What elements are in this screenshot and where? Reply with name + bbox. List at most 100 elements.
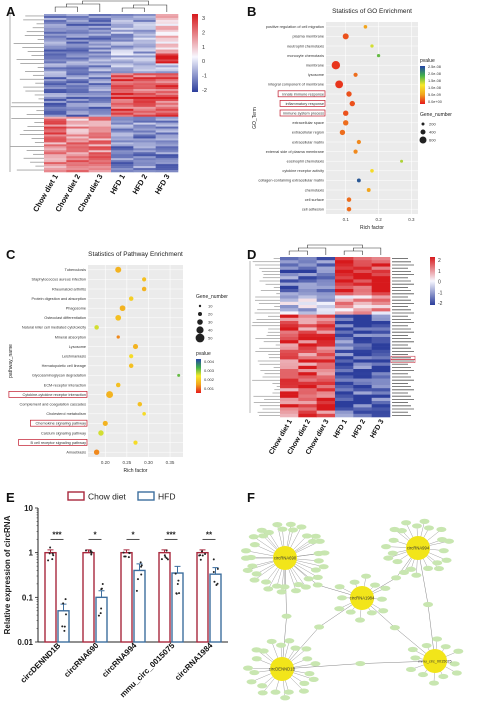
heatmap-cell <box>111 136 134 139</box>
mirna-node <box>392 558 403 565</box>
heatmap-cell <box>66 98 89 102</box>
heatmap-cell <box>353 340 372 344</box>
heatmap-cell <box>298 343 317 347</box>
heatmap-cell <box>335 343 354 347</box>
heatmap-cell <box>44 170 67 173</box>
y-tick-label: 10 <box>24 504 33 513</box>
heatmap-cell <box>316 346 336 351</box>
y-axis-label: Relative expression of circRNA <box>3 515 12 634</box>
heatmap-cell <box>66 53 89 56</box>
legend-swatch <box>67 491 85 501</box>
mirna-node <box>303 576 314 582</box>
heatmap-cell <box>88 146 112 149</box>
heatmap-cell <box>335 333 354 338</box>
heatmap-cell <box>353 273 372 277</box>
mirna-node <box>276 642 287 648</box>
heatmap-cell <box>133 53 156 56</box>
heatmap-cell <box>66 126 89 129</box>
heatmap-cell <box>44 110 67 114</box>
heatmap-cell <box>316 365 336 370</box>
term-label: extracellular region <box>292 131 324 135</box>
data-point <box>349 100 355 107</box>
data-dot <box>204 552 207 555</box>
color-scale-tick: 1 <box>438 269 441 275</box>
heatmap-cell <box>66 49 89 52</box>
panel-e-bar-chart: Chow diet HFD 10 1 0.1 0.01 Relative expressio… <box>3 491 228 699</box>
legend-size-tick: 20 <box>208 312 213 317</box>
heatmap-cell <box>353 266 372 271</box>
heatmap-cell <box>371 375 391 379</box>
mirna-node <box>272 522 283 528</box>
term-label: Staphylococcus aureus infection <box>32 278 86 282</box>
x-tick-label: 0.30 <box>144 460 153 465</box>
data-point <box>128 296 134 301</box>
heatmap-cell <box>280 305 299 309</box>
data-point <box>115 382 121 388</box>
heatmap-cell <box>88 51 112 54</box>
heatmap-cell <box>111 21 134 25</box>
heatmap-cell <box>353 257 372 261</box>
heatmap-cell <box>371 330 391 335</box>
heatmap-cell <box>88 57 112 60</box>
significance-label: * <box>93 530 97 539</box>
data-dot <box>84 549 87 552</box>
term-label: Cytokine-cytokine receptor interaction <box>22 393 86 397</box>
heatmap-cell <box>44 150 67 153</box>
term-label: immune system process <box>283 112 324 116</box>
heatmap-cell <box>133 57 156 60</box>
heatmap-cell <box>111 25 134 29</box>
heatmap-cell <box>133 61 156 64</box>
heatmap-cell <box>155 152 179 155</box>
heatmap-cell <box>298 372 317 376</box>
heatmap-cell <box>133 148 156 151</box>
heatmap-cell <box>133 83 156 86</box>
heatmap-cell <box>335 276 354 280</box>
term-label: ECM-receptor interaction <box>44 383 86 387</box>
heatmap-cell <box>155 47 179 50</box>
data-dot <box>200 550 203 553</box>
mirna-node <box>438 673 449 680</box>
data-dot <box>123 555 126 558</box>
heatmap-cell <box>44 81 67 84</box>
data-dot <box>127 556 130 559</box>
heatmap-cell <box>155 156 179 159</box>
heatmap-cell <box>353 346 372 351</box>
heatmap-cell <box>298 292 317 296</box>
heatmap-cell <box>316 372 336 376</box>
mirna-node <box>300 584 311 590</box>
heatmap-cell <box>298 324 317 328</box>
mirna-node <box>290 588 301 594</box>
heatmap-cell <box>155 89 179 92</box>
heatmap-cell <box>335 372 354 376</box>
data-dot <box>215 583 218 586</box>
heatmap-cell <box>66 146 89 149</box>
heatmap-cell <box>66 14 89 17</box>
heatmap-cell <box>155 57 179 60</box>
heatmap-cell <box>111 47 134 50</box>
heatmap-cell <box>316 337 336 341</box>
heatmap-cell <box>66 128 89 131</box>
heatmap-cell <box>298 369 317 373</box>
heatmap-cell <box>44 14 67 17</box>
heatmap-cell <box>88 43 112 46</box>
x-axis-label: Rich factor <box>360 225 384 231</box>
data-point <box>94 325 99 330</box>
data-dot <box>61 625 64 628</box>
mirna-node <box>288 527 299 533</box>
heatmap-cell <box>44 53 67 56</box>
heatmap-cell <box>316 340 336 344</box>
heatmap-cell <box>44 164 67 167</box>
heatmap-cell <box>133 154 156 157</box>
heatmap-cell <box>155 21 179 25</box>
mirna-node <box>249 577 260 583</box>
heatmap-cell <box>66 170 89 173</box>
mirna-node <box>423 525 434 531</box>
heatmap-cell <box>371 301 391 306</box>
heatmap-cell <box>133 71 156 74</box>
heatmap-cell <box>280 269 299 274</box>
heatmap-cell <box>316 295 336 299</box>
legend-color-tick: 0.003 <box>204 368 215 373</box>
heatmap-cell <box>133 120 156 123</box>
error-bar <box>60 603 67 611</box>
heatmap-cell <box>66 130 89 133</box>
